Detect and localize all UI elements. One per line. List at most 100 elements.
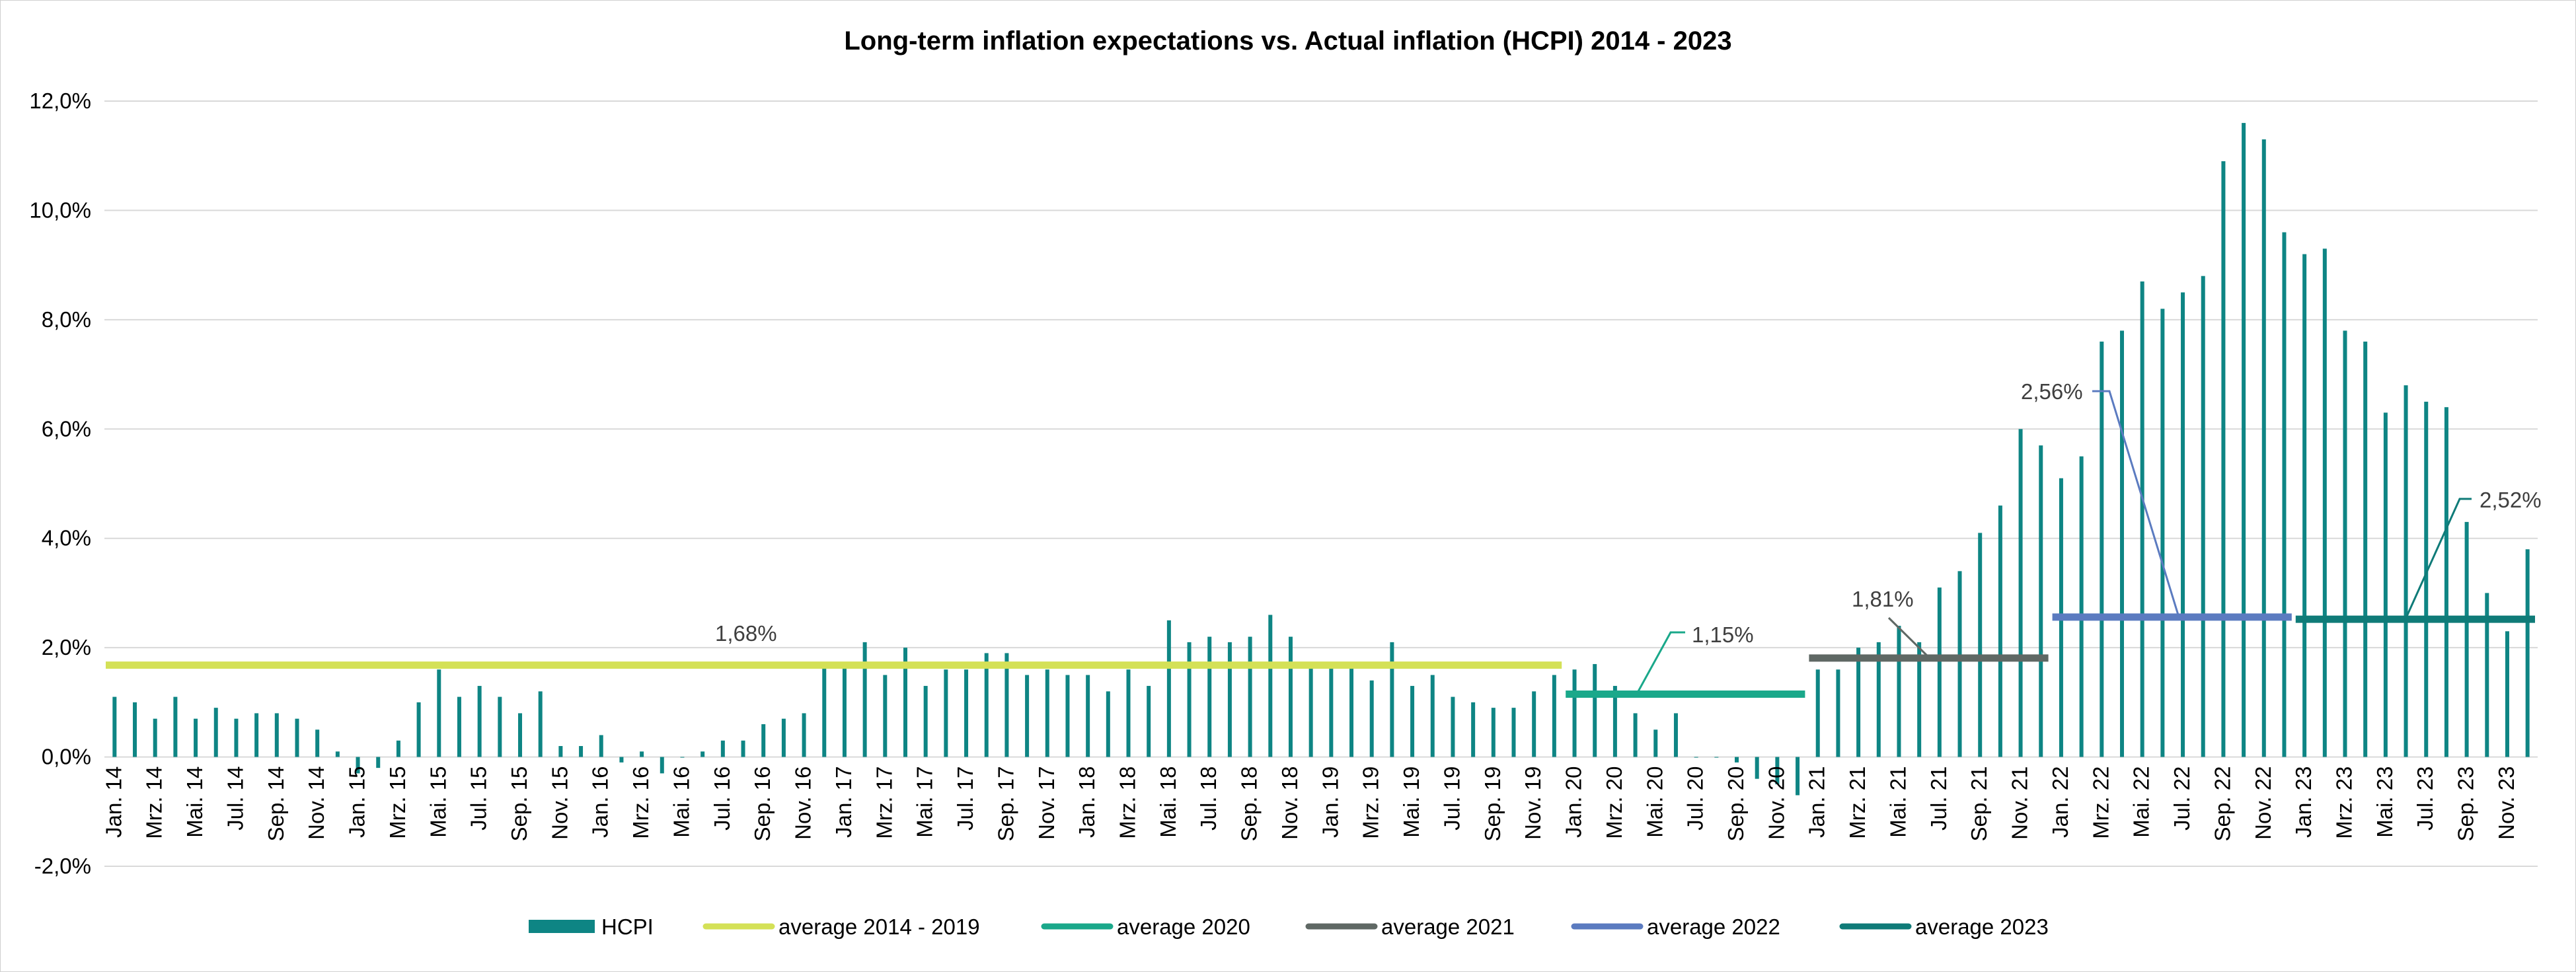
- x-tick-label: Jul. 16: [710, 766, 734, 831]
- hcpi-bar: [558, 746, 563, 757]
- hcpi-bar: [1653, 729, 1658, 757]
- hcpi-bar: [2181, 292, 2185, 757]
- hcpi-bar: [944, 669, 948, 757]
- x-tick-label: Jul. 20: [1683, 766, 1708, 831]
- x-tick-label: Nov. 23: [2494, 766, 2519, 840]
- x-tick-label: Nov. 20: [1764, 766, 1788, 840]
- hcpi-bar: [153, 718, 157, 757]
- hcpi-bar: [1897, 626, 1901, 757]
- x-tick-label: Mrz. 18: [1116, 766, 1140, 839]
- hcpi-bar: [1166, 620, 1171, 757]
- hcpi-bar: [680, 757, 685, 758]
- hcpi-bar: [1998, 505, 2002, 757]
- legend-label: average 2020: [1117, 915, 1250, 939]
- x-tick-label: Nov. 18: [1277, 766, 1302, 840]
- hcpi-bar: [213, 708, 218, 757]
- hcpi-bar: [274, 713, 279, 757]
- hcpi-bar: [2485, 593, 2489, 757]
- hcpi-bar: [315, 729, 320, 757]
- x-tick-label: Jul. 14: [223, 766, 247, 831]
- x-tick-label: Mai. 21: [1885, 766, 1910, 838]
- x-tick-label: Jan. 20: [1562, 766, 1586, 838]
- hcpi-bar: [761, 724, 766, 757]
- hcpi-bar: [1086, 675, 1090, 757]
- hcpi-bar: [538, 691, 543, 757]
- hcpi-bar: [2221, 161, 2226, 757]
- legend-item: average 2021: [1305, 915, 1515, 939]
- hcpi-bar: [599, 735, 603, 757]
- y-tick-label: 6,0%: [42, 416, 91, 441]
- hcpi-bar: [2160, 309, 2165, 757]
- x-tick-label: Mrz. 17: [872, 766, 896, 839]
- hcpi-bar: [477, 686, 482, 757]
- hcpi-bar: [2363, 341, 2368, 757]
- legend-label: average 2022: [1647, 915, 1780, 939]
- hcpi-bar: [720, 740, 725, 757]
- hcpi-bar: [254, 713, 259, 757]
- x-tick-label: Jan. 22: [2048, 766, 2072, 838]
- hcpi-bar: [619, 757, 624, 763]
- x-tick-label: Mrz. 15: [385, 766, 410, 839]
- y-tick-label: 10,0%: [29, 198, 91, 222]
- hcpi-bar: [1329, 663, 1334, 757]
- hcpi-bar: [741, 740, 745, 757]
- hcpi-bar: [2464, 521, 2469, 757]
- hcpi-bar: [2261, 139, 2266, 757]
- hcpi-bar: [1308, 663, 1313, 757]
- x-tick-label: Jan. 16: [588, 766, 613, 838]
- x-tick-label: Sep. 18: [1237, 766, 1262, 842]
- hcpi-bar: [2242, 123, 2246, 757]
- hcpi-bar: [660, 757, 664, 774]
- hcpi-bar: [1451, 696, 1455, 757]
- hcpi-bar: [173, 696, 178, 757]
- x-tick-label: Mai. 20: [1642, 766, 1667, 838]
- hcpi-bar: [416, 702, 421, 757]
- hcpi-bar: [1552, 675, 1556, 757]
- hcpi-bar: [640, 751, 644, 757]
- x-tick-label: Sep. 21: [1967, 766, 1991, 842]
- x-tick-label: Jan. 18: [1075, 766, 1099, 838]
- hcpi-bar: [133, 702, 137, 757]
- x-tick-label: Mrz. 19: [1359, 766, 1383, 839]
- average-data-label: 1,81%: [1852, 587, 1914, 611]
- hcpi-bar: [862, 642, 867, 757]
- x-tick-label: Mai. 16: [669, 766, 693, 838]
- hcpi-bar: [1796, 757, 1800, 796]
- hcpi-bar: [518, 713, 523, 757]
- hcpi-bar: [335, 751, 340, 757]
- hcpi-bar: [2201, 276, 2205, 757]
- hcpi-bar: [498, 696, 502, 757]
- hcpi-bar: [1694, 757, 1698, 758]
- hcpi-bar: [923, 686, 928, 757]
- hcpi-bar: [802, 713, 806, 757]
- legend-swatch: [529, 920, 595, 933]
- hcpi-bar: [2140, 281, 2144, 757]
- x-tick-label: Jan. 23: [2291, 766, 2316, 838]
- x-tick-label: Mai. 19: [1399, 766, 1423, 838]
- hcpi-bar: [579, 746, 584, 757]
- x-tick-label: Nov. 19: [1521, 766, 1545, 840]
- hcpi-bar: [437, 669, 441, 757]
- hcpi-bar: [964, 669, 969, 757]
- hcpi-bar: [1410, 686, 1415, 757]
- hcpi-bar: [2119, 330, 2124, 757]
- hcpi-bar: [1978, 533, 1983, 757]
- hcpi-bar: [2404, 385, 2408, 757]
- x-tick-label: Mrz. 22: [2088, 766, 2113, 839]
- y-tick-label: -2,0%: [34, 854, 91, 878]
- hcpi-bar: [2505, 631, 2509, 757]
- hcpi-bar: [234, 718, 239, 757]
- x-tick-label: Sep. 15: [507, 766, 531, 842]
- hcpi-bar: [2018, 429, 2023, 757]
- average-label-leader: [2092, 390, 2181, 620]
- x-tick-label: Jul. 15: [467, 766, 491, 831]
- average-data-label: 1,15%: [1692, 622, 1754, 647]
- hcpi-bar: [2525, 549, 2530, 757]
- x-tick-label: Sep. 22: [2210, 766, 2234, 842]
- y-tick-label: 12,0%: [29, 89, 91, 113]
- hcpi-bar: [112, 696, 117, 757]
- legend-item: average 2014 - 2019: [702, 915, 980, 939]
- y-tick-label: 8,0%: [42, 307, 91, 332]
- legend-item: HCPI: [529, 915, 654, 939]
